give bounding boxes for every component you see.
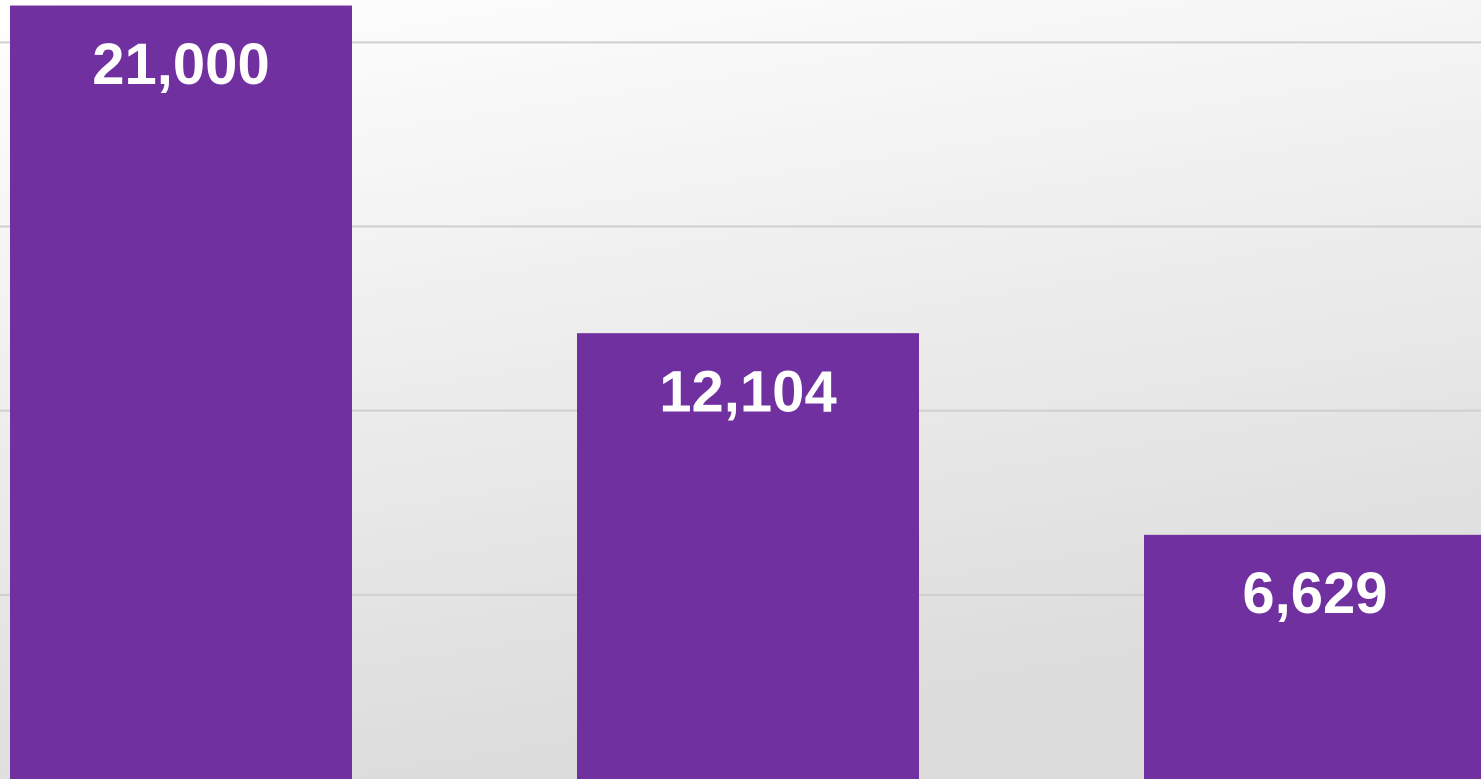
data-label: 6,629: [1242, 561, 1387, 626]
bar: [1144, 534, 1481, 779]
bar: [10, 5, 352, 779]
bar: [577, 333, 919, 779]
data-label: 12,104: [659, 360, 836, 425]
data-label: 21,000: [92, 32, 269, 97]
